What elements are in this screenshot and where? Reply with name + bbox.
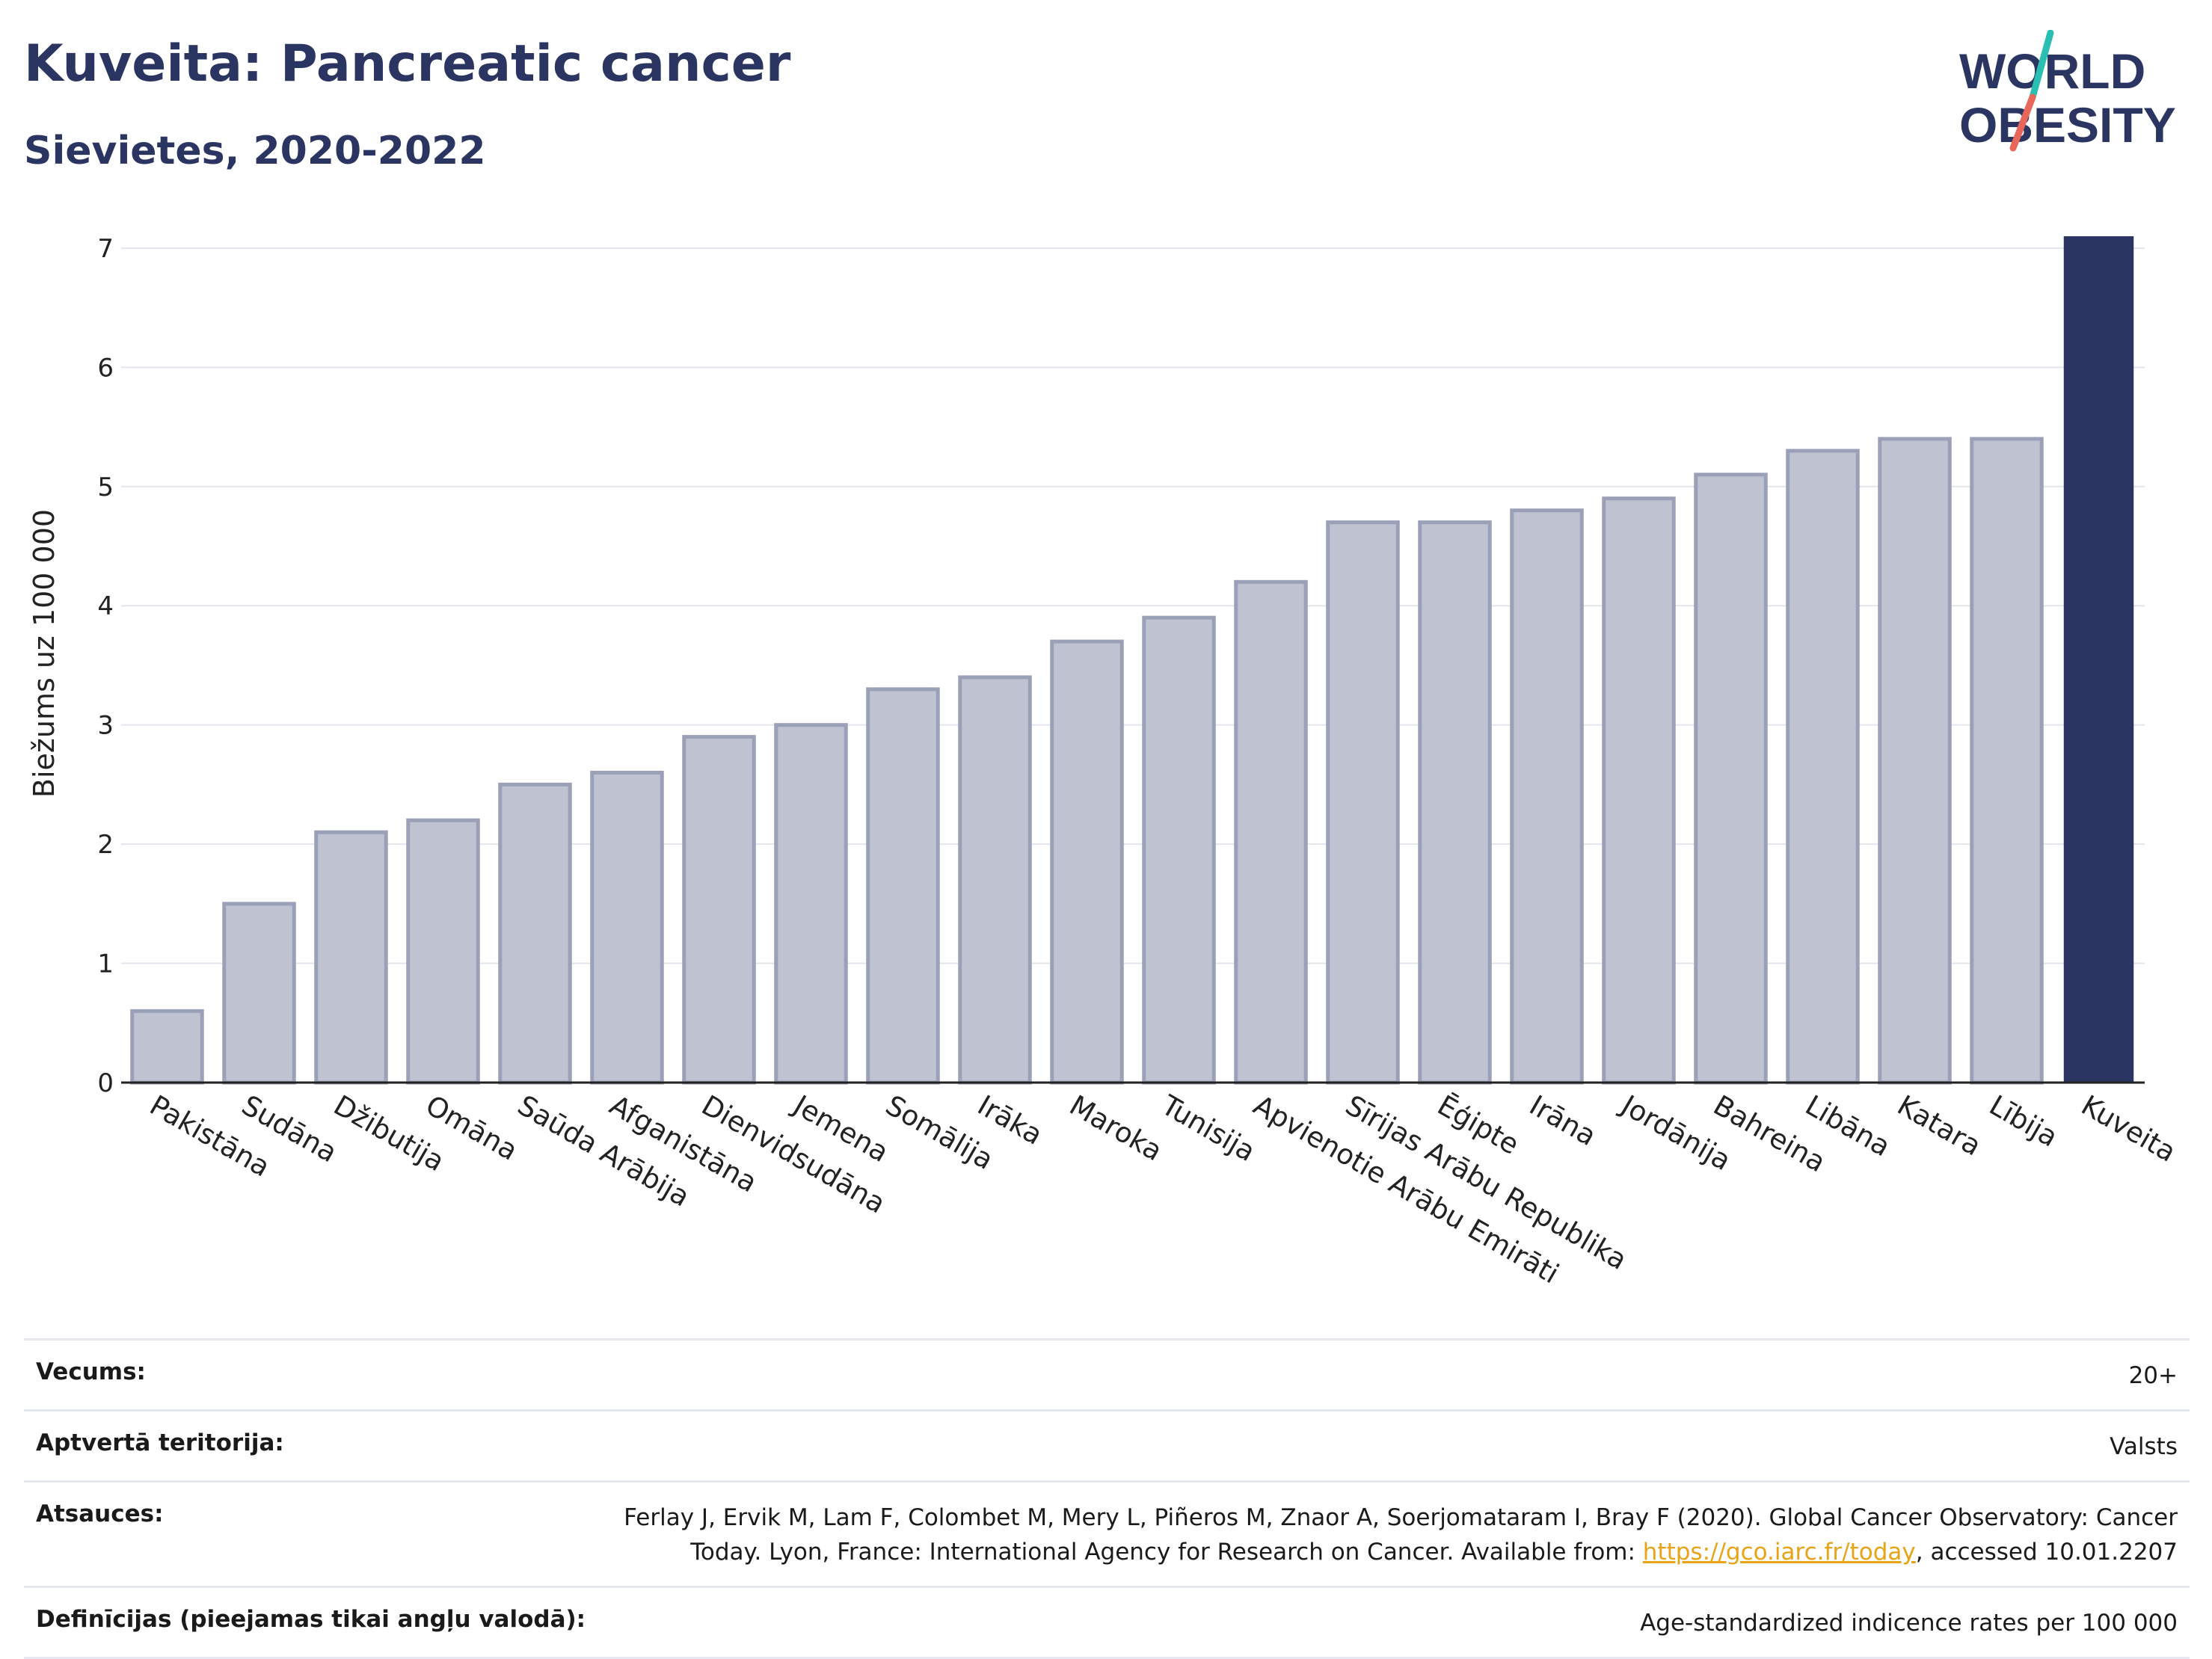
bar-6 bbox=[682, 735, 756, 1085]
y-tick-label: 0 bbox=[97, 1068, 114, 1098]
meta-value: Age-standardized indicence rates per 100… bbox=[1640, 1610, 2178, 1637]
bar-16 bbox=[1602, 496, 1676, 1085]
meta-row-age: Vecums: 20+ bbox=[24, 1338, 2190, 1409]
logo-slash-bottom bbox=[2009, 93, 2036, 152]
meta-value: Valsts bbox=[2110, 1433, 2178, 1460]
bar-11 bbox=[1142, 615, 1216, 1085]
reference-link[interactable]: https://gco.iarc.fr/today bbox=[1642, 1539, 1916, 1566]
bar-0 bbox=[130, 1009, 204, 1085]
bar-1 bbox=[222, 902, 296, 1085]
bar-19 bbox=[1878, 437, 1952, 1085]
bar-17 bbox=[1694, 473, 1768, 1085]
chart-title: Kuveita: Pancreatic cancer bbox=[24, 34, 791, 93]
bar-5 bbox=[590, 770, 664, 1085]
logo-line2: OBESITY bbox=[1959, 97, 2176, 153]
meta-row-territory: Aptvertā teritorija: Valsts bbox=[24, 1409, 2190, 1480]
x-tick-label: Lībija bbox=[1984, 1089, 2063, 1154]
chart-subtitle: Sievietes, 2020-2022 bbox=[24, 129, 486, 173]
x-tick-label: Katara bbox=[1892, 1089, 1987, 1163]
bar-13 bbox=[1326, 520, 1400, 1085]
bar-15 bbox=[1510, 508, 1584, 1085]
bar-9 bbox=[958, 675, 1032, 1085]
x-tick-label: Irāna bbox=[1524, 1089, 1602, 1153]
y-tick-label: 7 bbox=[97, 234, 114, 264]
meta-label: Atsauces: bbox=[36, 1501, 164, 1527]
x-tick-label: Kuveita bbox=[2076, 1089, 2181, 1169]
bar-2 bbox=[314, 830, 388, 1085]
meta-label: Vecums: bbox=[36, 1358, 146, 1385]
reference-text: Ferlay J, Ervik M, Lam F, Colombet M, Me… bbox=[624, 1504, 2178, 1566]
meta-label: Definīcijas (pieejamas tikai angļu valod… bbox=[36, 1606, 586, 1633]
y-axis-title: Biežums uz 100 000 bbox=[28, 509, 61, 798]
bar-10 bbox=[1050, 639, 1124, 1085]
meta-row-references: Atsauces: Ferlay J, Ervik M, Lam F, Colo… bbox=[24, 1480, 2190, 1586]
world-obesity-logo: WORLD OBESITY bbox=[1959, 30, 2176, 153]
x-tick-label: Maroka bbox=[1064, 1089, 1167, 1168]
meta-label: Aptvertā teritorija: bbox=[36, 1429, 284, 1456]
y-tick-label: 4 bbox=[97, 591, 114, 621]
bar-21 bbox=[2063, 236, 2134, 1083]
bar-18 bbox=[1786, 449, 1860, 1085]
y-tick-label: 3 bbox=[97, 711, 114, 741]
x-tick-label: Tunisija bbox=[1155, 1089, 1261, 1168]
meta-row-definitions: Definīcijas (pieejamas tikai angļu valod… bbox=[24, 1586, 2190, 1659]
y-tick-label: 2 bbox=[97, 830, 114, 860]
logo-slash-top bbox=[2029, 30, 2054, 101]
metadata-table: Vecums: 20+ Aptvertā teritorija: Valsts … bbox=[24, 1338, 2190, 1659]
y-tick-label: 1 bbox=[97, 949, 114, 979]
bar-14 bbox=[1418, 520, 1492, 1085]
y-tick-label: 6 bbox=[97, 353, 114, 383]
bar-3 bbox=[406, 818, 480, 1085]
bar-12 bbox=[1234, 579, 1308, 1085]
meta-value: 20+ bbox=[2128, 1362, 2178, 1389]
meta-value: Ferlay J, Ervik M, Lam F, Colombet M, Me… bbox=[570, 1501, 2178, 1569]
reference-accessed: , accessed 10.01.2207 bbox=[1915, 1539, 2178, 1566]
logo-line1: WORLD bbox=[1959, 43, 2145, 99]
y-tick-label: 5 bbox=[97, 473, 114, 502]
bar-7 bbox=[774, 723, 848, 1085]
bar-8 bbox=[866, 687, 940, 1085]
bar-20 bbox=[1970, 437, 2044, 1085]
bar-4 bbox=[498, 782, 572, 1085]
